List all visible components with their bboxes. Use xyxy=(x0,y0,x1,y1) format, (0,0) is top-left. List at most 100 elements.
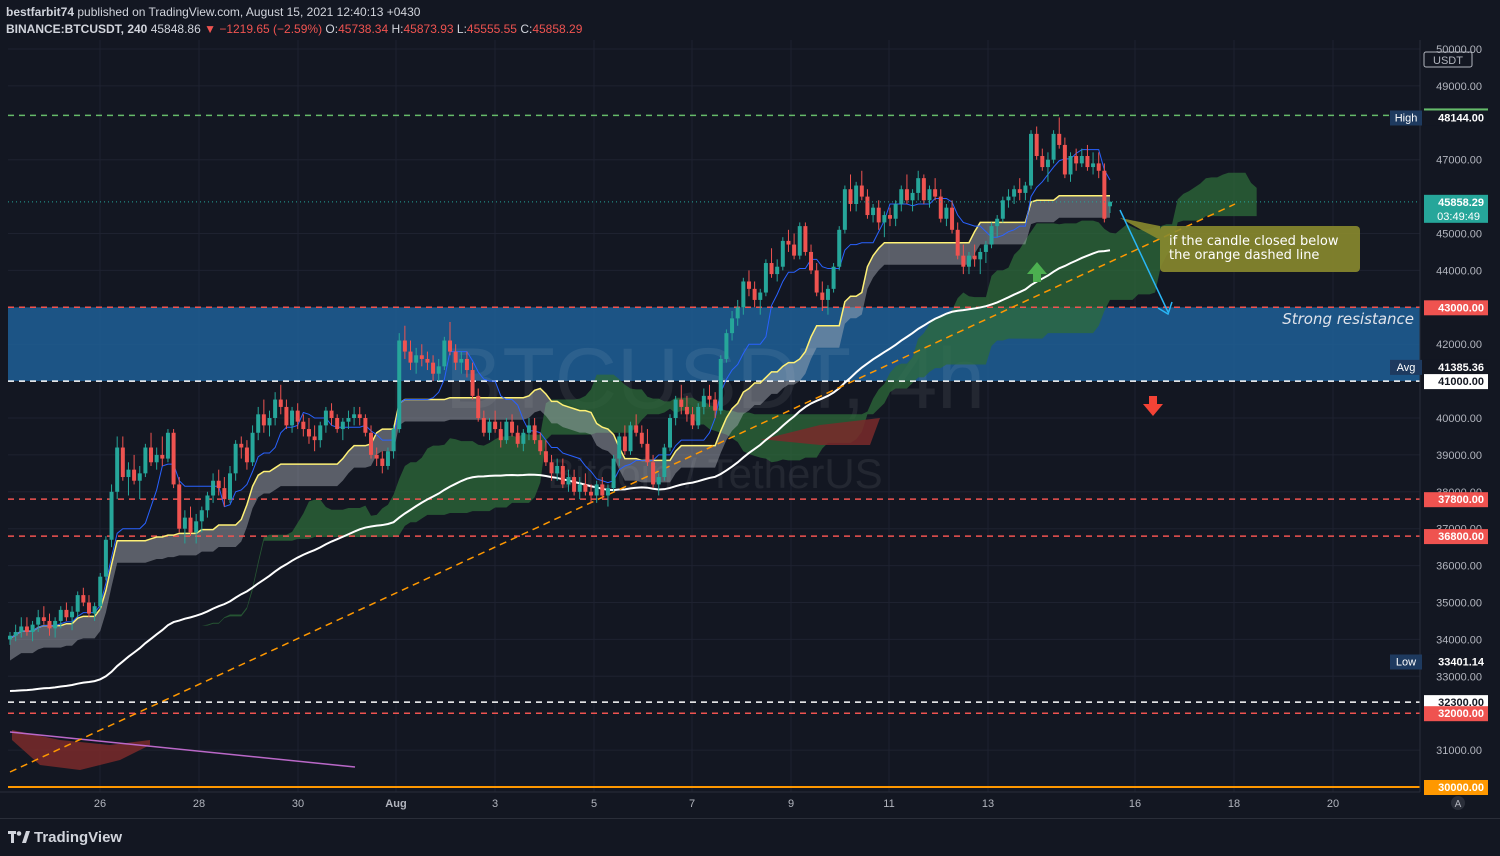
candle-body xyxy=(560,465,565,485)
candle-body xyxy=(306,429,311,437)
candle-body xyxy=(1051,133,1056,160)
level-name-label: Low xyxy=(1396,656,1416,668)
candle-body xyxy=(1074,156,1079,164)
candle-body xyxy=(916,178,921,193)
candle-body xyxy=(634,425,639,433)
publisher-name[interactable]: bestfarbit74 xyxy=(6,5,75,19)
candle-body xyxy=(1057,133,1062,145)
level-tag-label: 32300.00 xyxy=(1438,697,1484,709)
candle-body xyxy=(402,340,407,352)
candle-body xyxy=(493,421,498,430)
candle-body xyxy=(498,429,503,441)
tradingview-logo[interactable]: TradingView xyxy=(8,829,122,846)
candle-body xyxy=(154,454,159,463)
candle-body xyxy=(876,207,881,223)
level-tag-label: 41000.00 xyxy=(1438,376,1484,388)
candle-body xyxy=(318,425,323,441)
level-tag-bg xyxy=(1424,780,1488,795)
candle-body xyxy=(81,595,86,603)
level-name-bg xyxy=(1390,359,1422,375)
candle-body xyxy=(1017,189,1022,193)
candle-body xyxy=(41,617,46,621)
candle-body xyxy=(679,399,684,407)
candle-body xyxy=(256,414,261,433)
cloud-green xyxy=(156,172,1257,639)
candle-body xyxy=(746,281,751,289)
candle-body xyxy=(312,436,317,441)
candle-body xyxy=(222,488,227,500)
candle-body xyxy=(978,251,983,260)
candle-body xyxy=(205,495,210,511)
candle-body xyxy=(244,447,249,463)
last-price: 45848.86 xyxy=(150,22,201,36)
candle-body xyxy=(408,351,413,363)
ema-line xyxy=(9,249,1111,693)
candle-body xyxy=(521,432,526,444)
candle-body xyxy=(938,196,943,219)
candle-body xyxy=(470,370,475,396)
candle-body xyxy=(425,358,430,363)
candle-body xyxy=(651,462,656,485)
x-tick-label: 7 xyxy=(689,798,695,810)
candle-body xyxy=(701,395,706,407)
level-tag-bg xyxy=(1424,359,1488,375)
symbol-label[interactable]: BINANCE:BTCUSDT, 240 xyxy=(6,22,148,36)
candle-body xyxy=(696,406,701,426)
candle-body xyxy=(369,432,374,455)
candle-body xyxy=(893,203,898,219)
candle-body xyxy=(966,255,971,267)
candle-body xyxy=(803,226,808,252)
candle-body xyxy=(882,215,887,223)
resistance-zone: Strong resistance xyxy=(8,307,1420,382)
candle-body xyxy=(628,425,633,452)
candle-body xyxy=(589,491,594,496)
candle-body xyxy=(357,414,362,418)
candle-body xyxy=(1045,159,1050,168)
candle-body xyxy=(301,421,306,430)
candle-body xyxy=(1079,156,1084,164)
horizontal-levels xyxy=(8,114,1420,788)
candle-body xyxy=(617,436,622,459)
candle-body xyxy=(1096,163,1101,171)
y-tick-label: 33000.00 xyxy=(1436,671,1482,683)
auto-scale-icon xyxy=(1451,796,1465,810)
candle-body xyxy=(910,192,915,201)
ohlc-legend: BINANCE:BTCUSDT, 240 45848.86 ▼ −1219.65… xyxy=(6,22,583,36)
candle-body xyxy=(1012,189,1017,197)
candle-body xyxy=(515,432,520,444)
y-tick-label: 50000.00 xyxy=(1436,44,1482,56)
candle-body xyxy=(419,355,424,359)
candle-body xyxy=(673,399,678,418)
candle-body xyxy=(769,263,774,275)
candle-body xyxy=(1102,170,1107,219)
candle-body xyxy=(944,207,949,219)
candle-body xyxy=(165,432,170,459)
candle-body xyxy=(109,491,114,540)
candle-body xyxy=(1023,185,1028,193)
candle-body xyxy=(758,292,763,300)
candle-body xyxy=(662,447,667,478)
y-tick-label: 34000.00 xyxy=(1436,634,1482,646)
level-tag-bg xyxy=(1424,706,1488,722)
ichimoku-cloud xyxy=(10,172,1257,770)
annotation-box xyxy=(1160,226,1360,272)
brand-name: TradingView xyxy=(34,829,123,846)
price-chart[interactable]: Strong resistance BTCUSDT, 4h Bitcoin / … xyxy=(0,40,1500,818)
candle-body xyxy=(267,418,272,426)
candle-body xyxy=(273,399,278,418)
tenkan-line xyxy=(9,149,1111,639)
candle-body xyxy=(572,477,577,492)
candle-body xyxy=(1068,156,1073,175)
level-tag-label: 41385.36 xyxy=(1438,362,1484,374)
candle-body xyxy=(684,406,689,415)
candle-body xyxy=(668,418,672,448)
level-tag-label: 48144.00 xyxy=(1438,112,1484,124)
candle-body xyxy=(47,620,52,629)
candle-body xyxy=(92,606,97,614)
candle-body xyxy=(385,451,390,466)
level-tag-bg xyxy=(1424,194,1488,223)
price-axis-bg xyxy=(1420,40,1500,818)
candle-body xyxy=(690,414,695,426)
candle-body xyxy=(199,510,204,522)
